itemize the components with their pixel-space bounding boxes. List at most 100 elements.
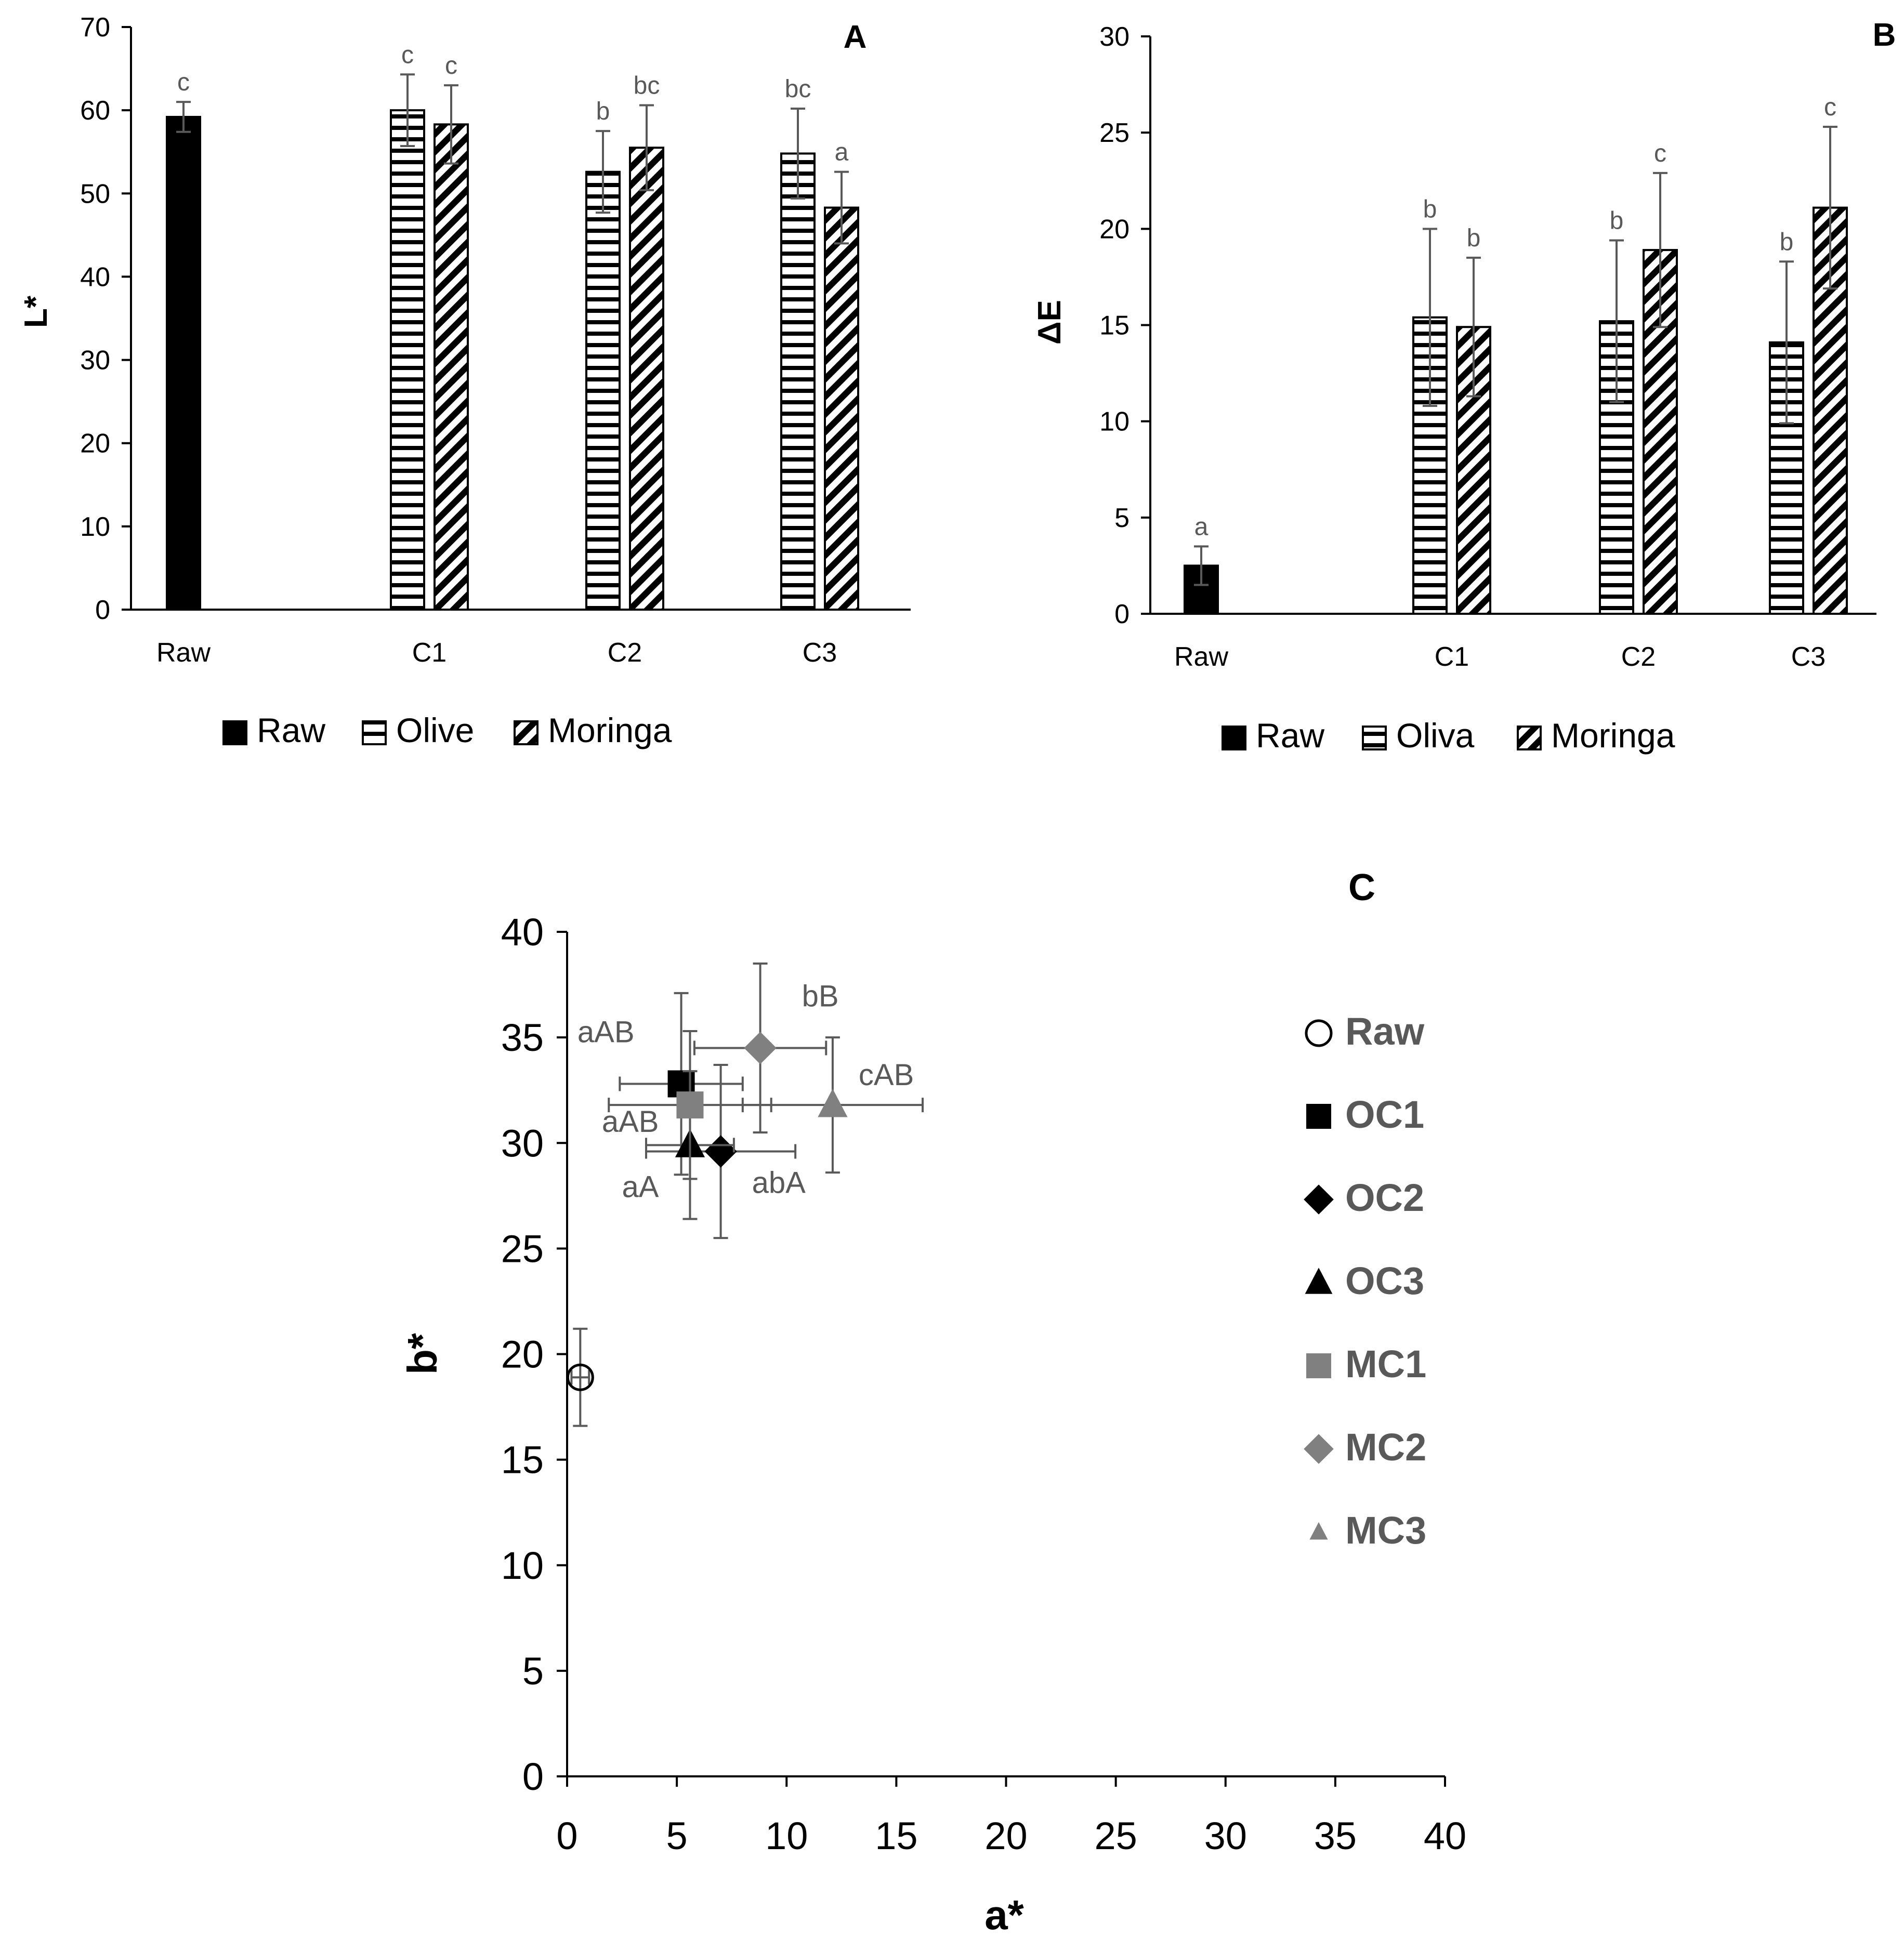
panel-a-significance-letter: bc [785,75,811,103]
panel-c-x-tick-label: 20 [984,1814,1027,1857]
panel-b-y-tick-label: 15 [1099,311,1130,341]
panel-c-x-tick-label: 30 [1204,1814,1247,1857]
panel-c-oc2-marker [704,1135,737,1168]
panel-c-x-tick-label: 40 [1424,1814,1466,1857]
panel-b-legend-label: Raw [1256,716,1324,755]
panel-a-bar [390,109,425,611]
panel-b-legend-label: Oliva [1396,716,1475,755]
panel-c-label: C [1348,867,1375,908]
panel-c-y-tick-label: 35 [501,1016,544,1059]
panel-c-legend: Raw OC1 OC2 OC3 MC1 MC2 MC3 [1304,1010,1426,1552]
panel-c-y-tick-label: 30 [501,1122,544,1165]
panel-b-legend-swatch [1517,726,1542,750]
panel-b-y-label: ΔE [1032,300,1068,345]
panel-c-mc1-marker [676,1091,704,1119]
panel-c-legend-label: OC2 [1345,1176,1424,1219]
panel-a-significance-letter: c [445,52,457,80]
panel-b-significance-letter: b [1467,225,1481,252]
panel-b-significance-letter: c [1824,94,1836,121]
panel-c-x-tick-label: 0 [556,1814,577,1857]
panel-a-legend-label: Olive [396,711,474,749]
panel-c-y-tick-label: 40 [501,911,544,954]
panel-b-y-tick-label: 25 [1099,118,1130,148]
panel-a-y-tick-label: 60 [80,96,110,126]
panel-c-y-tick-label: 25 [501,1227,544,1270]
panel-b-y-tick-label: 5 [1114,503,1130,533]
panel-a-y-tick-label: 10 [80,512,110,542]
panel-c-y-tick-label: 5 [522,1650,544,1693]
panel-c-x-tick-label: 15 [875,1814,917,1857]
panel-c-legend-marker [1309,1522,1328,1540]
panel-b-significance-letter: b [1423,195,1437,223]
panel-c-y-label: b* [399,1333,445,1375]
panel-b-x-tick-label: C3 [1791,642,1826,672]
panel-b-x-tick-label: Raw [1174,642,1228,672]
panel-a-y-tick-label: 0 [95,595,110,625]
panel-b-bar [1643,249,1678,615]
panel-c-legend-label: OC1 [1345,1093,1424,1136]
panel-c-chart: 0 5 10 15 20 25 30 35 40 0 5 10 15 20 25 30 35 40 aAB abA… [399,867,1466,1938]
panel-a-legend: Raw Olive Moringa [222,711,672,749]
panel-b-y-tick-label: 0 [1114,599,1130,629]
panel-a-legend-label: Raw [257,711,325,749]
panel-c-oc2-significance-label: abA [752,1166,806,1200]
panel-c-legend-marker [1306,1353,1331,1378]
panel-b-label: B [1873,17,1896,53]
panel-a-x-tick-label: C1 [412,638,447,668]
panel-b-legend-swatch [1222,726,1246,750]
panel-a-label: A [844,19,867,55]
panel-c-y-tick-label: 0 [522,1755,544,1798]
panel-c-legend-marker [1304,1434,1334,1464]
panel-c-legend-label: Raw [1345,1010,1425,1053]
panel-b-y-tick-label: 30 [1099,22,1130,52]
panel-c-y-tick-label: 20 [501,1333,544,1376]
panel-a-significance-letter: b [596,98,610,125]
panel-c-mc3-marker [818,1088,848,1117]
panel-c-mc1-significance-label: aAB [602,1105,659,1139]
panel-c-x-tick-label: 10 [765,1814,808,1857]
panel-a-legend-swatch [362,720,387,745]
panel-c-mc3-significance-label: cAB [859,1058,914,1092]
panel-c-x-tick-label: 5 [666,1814,688,1857]
panel-a-bar [434,123,469,611]
panel-a-y-label: L* [18,295,54,328]
panel-c-y-tick-label: 15 [501,1439,544,1482]
panel-c-oc1-significance-label: aAB [577,1016,635,1049]
panel-a-bar [824,206,859,611]
panel-a-significance-letter: bc [634,72,660,100]
panel-b-significance-letter: c [1654,140,1666,167]
panel-a-y-tick-label: 30 [80,346,110,376]
panel-b-y-tick-label: 10 [1099,407,1130,437]
panel-b-legend-swatch [1362,726,1387,750]
panel-c-x-tick-label: 35 [1314,1814,1357,1857]
panel-a-bar [629,147,664,611]
panel-b-significance-letter: a [1194,513,1209,540]
panel-c-legend-marker [1306,1104,1331,1129]
panel-a-legend-swatch [514,720,539,745]
panel-a-y-tick-label: 70 [80,12,110,43]
panel-a-x-tick-label: C2 [608,638,642,668]
panel-c-legend-label: MC2 [1345,1426,1426,1469]
panel-a-y-tick-label: 50 [80,179,110,209]
panel-c-y-tick-label: 10 [501,1544,544,1587]
panel-c-oc3-significance-label: aA [622,1170,659,1204]
panel-b-chart: 0 5 10 15 20 25 30 Raw C1 C2 C3 a b b b c b c B ΔE Raw O… [1032,17,1896,755]
panel-a-significance-letter: c [401,41,414,69]
panel-b-x-tick-label: C1 [1435,642,1469,672]
panel-c-raw-marker [566,1363,594,1391]
panel-a-bar [585,170,621,611]
panel-a-legend-label: Moringa [548,711,672,749]
panel-c-mc2-significance-label: bB [802,979,839,1013]
panel-a-significance-letter: c [177,69,190,96]
panel-b-x-tick-label: C2 [1621,642,1656,672]
panel-c-legend-label: MC1 [1345,1342,1426,1386]
panel-a-x-tick-label: C3 [803,638,837,668]
panel-a-y-tick-label: 20 [80,429,110,459]
panel-a-x-tick-label: Raw [156,638,211,668]
panel-c-legend-marker [1305,1268,1333,1294]
panel-c-x-label: a* [984,1892,1024,1938]
panel-a-bar [780,152,816,611]
panel-c-legend-marker [1305,1019,1333,1047]
